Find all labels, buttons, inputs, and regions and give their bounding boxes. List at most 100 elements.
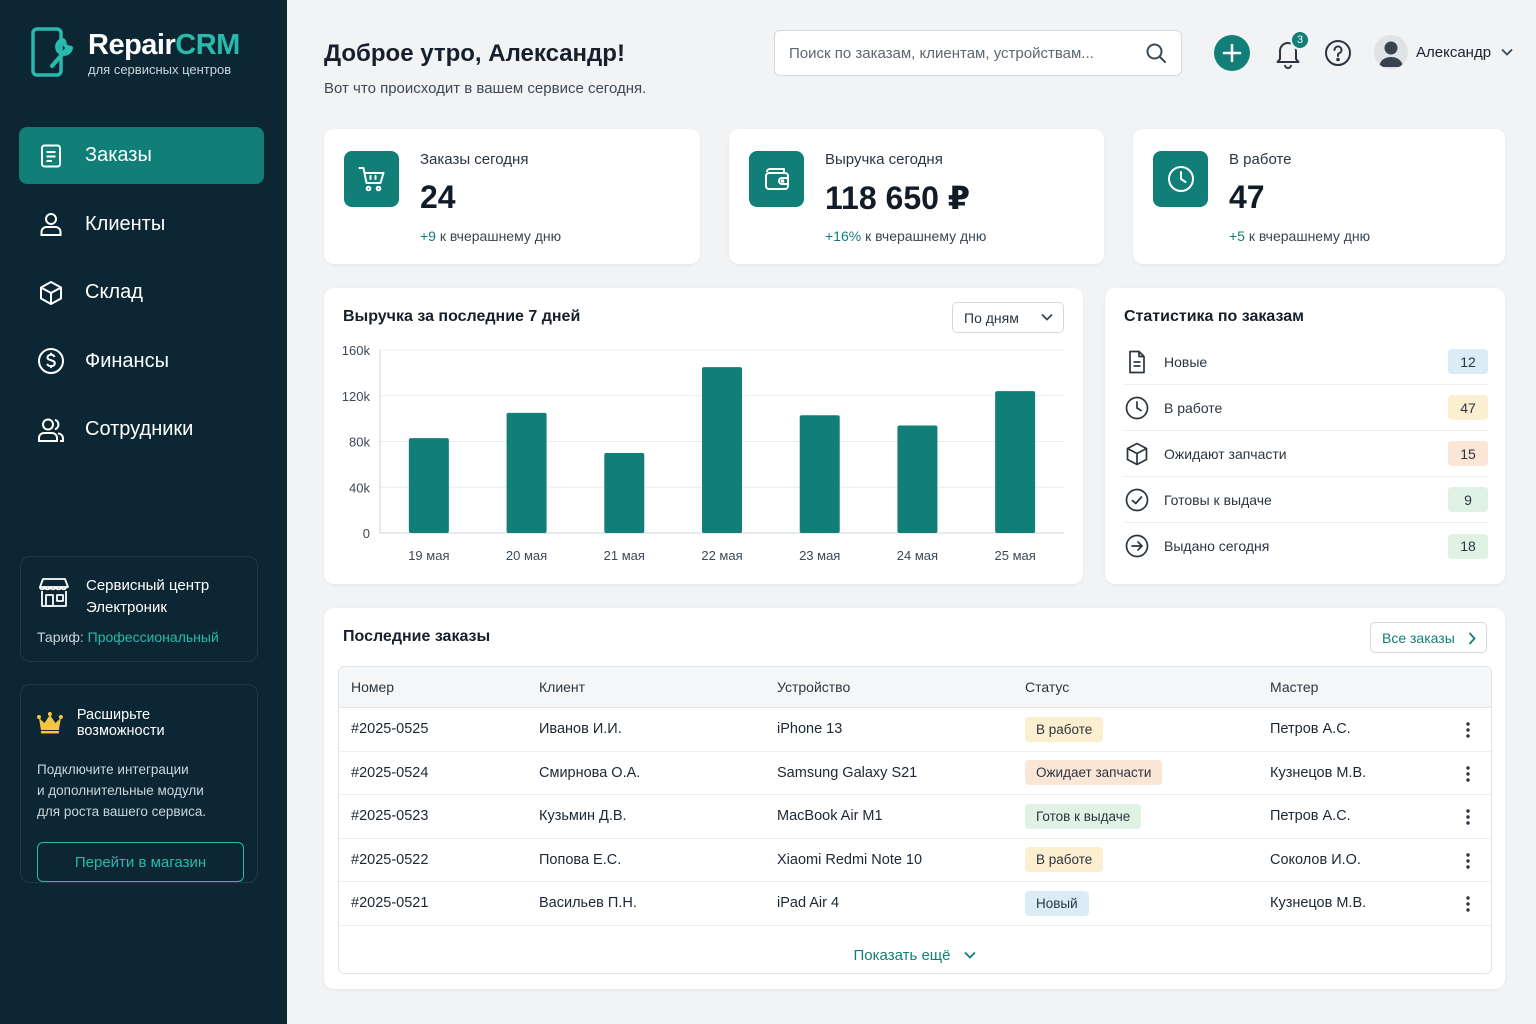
dollar-icon <box>37 347 65 375</box>
search-icon[interactable] <box>1145 42 1167 64</box>
order-number: #2025-0524 <box>351 764 429 781</box>
period-select[interactable]: По дням <box>952 302 1064 333</box>
y-tick-label: 120k <box>342 389 371 404</box>
clock-icon <box>1125 396 1149 419</box>
kpi-label: Выручка сегодня <box>825 151 943 168</box>
stat-count: 15 <box>1448 441 1488 466</box>
x-tick-label: 23 мая <box>799 548 840 563</box>
kpi-card-orders: Заказы сегодня 24 +9 к вчерашнему дню <box>324 129 700 264</box>
stat-row-new[interactable]: Новые 12 <box>1124 339 1488 385</box>
column-header[interactable]: Мастер <box>1270 679 1319 695</box>
order-master: Соколов И.О. <box>1270 851 1361 868</box>
kpi-value: 47 <box>1229 179 1265 215</box>
stat-row-in-progress[interactable]: В работе 47 <box>1124 385 1488 431</box>
table-row[interactable]: #2025-0525 Иванов И.И. iPhone 13 В работ… <box>339 708 1491 752</box>
brand-name: RepairCRM <box>88 28 240 61</box>
stat-row-ready[interactable]: Готовы к выдаче 9 <box>1124 477 1488 523</box>
table-row[interactable]: #2025-0522 Попова Е.С. Xiaomi Redmi Note… <box>339 839 1491 882</box>
page-subtitle: Вот что происходит в вашем сервисе сегод… <box>324 80 647 97</box>
clock-icon <box>1153 151 1208 207</box>
chart-title: Выручка за последние 7 дней <box>343 308 581 325</box>
column-header[interactable]: Номер <box>351 679 395 695</box>
column-header[interactable]: Клиент <box>539 679 586 695</box>
orders-table: Номер Клиент Устройство Статус Мастер #2… <box>338 666 1492 974</box>
bar <box>799 415 840 533</box>
user-menu[interactable]: Александр <box>1374 35 1513 69</box>
stat-label: В работе <box>1164 399 1223 416</box>
status-badge: Ожидает запчасти <box>1025 760 1163 786</box>
order-device: Xiaomi Redmi Note 10 <box>777 851 923 868</box>
more-vertical-icon[interactable] <box>1457 807 1479 827</box>
search-input[interactable] <box>789 44 1145 62</box>
stat-count: 9 <box>1448 487 1488 512</box>
revenue-bar-chart: 0 40k 80k 120k 160k 19 мая 20 мая 21 мая 22 мая 2… <box>342 343 1064 563</box>
more-vertical-icon[interactable] <box>1457 720 1479 740</box>
stat-count: 12 <box>1448 349 1488 374</box>
wallet-icon <box>749 151 804 207</box>
nav-item-staff[interactable]: Сотрудники <box>19 401 264 458</box>
logo[interactable]: RepairCRM для сервисных центров <box>30 26 240 80</box>
bar <box>995 391 1036 533</box>
users-icon <box>37 416 65 444</box>
chevron-down-icon <box>1501 48 1513 56</box>
sidebar: RepairCRM для сервисных центров Заказы К… <box>0 0 287 1024</box>
column-header[interactable]: Статус <box>1025 679 1070 695</box>
status-badge: Готов к выдаче <box>1025 803 1142 829</box>
stat-row-issued[interactable]: Выдано сегодня 18 <box>1124 523 1488 569</box>
order-device: iPad Air 4 <box>777 895 840 912</box>
go-to-store-button[interactable]: Перейти в магазин <box>37 842 244 882</box>
more-vertical-icon[interactable] <box>1457 764 1479 784</box>
nav-item-clients[interactable]: Клиенты <box>19 196 264 253</box>
kpi-card-revenue: Выручка сегодня 118 650 ₽ +16% к вчерашн… <box>729 129 1104 264</box>
table-row[interactable]: #2025-0521 Васильев П.Н. iPad Air 4 Новы… <box>339 882 1491 926</box>
nav-label: Заказы <box>85 144 152 166</box>
bar <box>604 452 645 533</box>
help-icon[interactable] <box>1324 39 1352 67</box>
table-row[interactable]: #2025-0523 Кузьмин Д.В. MacBook Air M1 Г… <box>339 795 1491 839</box>
table-row[interactable]: #2025-0524 Смирнова О.А. Samsung Galaxy … <box>339 752 1491 795</box>
orders-icon <box>37 142 65 170</box>
arrow-circle-icon <box>1125 534 1149 558</box>
chevron-right-icon <box>1468 632 1476 645</box>
stat-label: Готовы к выдаче <box>1164 491 1272 508</box>
stat-row-waiting-parts[interactable]: Ожидают запчасти 15 <box>1124 431 1488 477</box>
stats-title: Статистика по заказам <box>1124 308 1304 325</box>
promo-title: Расширьте возможности <box>76 707 165 739</box>
nav-item-orders[interactable]: Заказы <box>19 127 264 184</box>
order-master: Петров А.С. <box>1270 808 1351 825</box>
recent-orders-card: Последние заказы Все заказы Номер Клиент… <box>324 608 1505 989</box>
order-client: Иванов И.И. <box>539 721 622 738</box>
table-header: Номер Клиент Устройство Статус Мастер <box>339 667 1491 708</box>
nav-item-warehouse[interactable]: Склад <box>19 264 264 321</box>
status-badge: В работе <box>1025 847 1104 873</box>
order-client: Смирнова О.А. <box>539 764 641 781</box>
all-orders-button[interactable]: Все заказы <box>1370 622 1487 653</box>
repair-logo-icon <box>31 27 73 77</box>
nav-item-finance[interactable]: Финансы <box>19 333 264 390</box>
kpi-delta: +9 к вчерашнему дню <box>420 228 562 244</box>
order-client: Попова Е.С. <box>539 851 622 868</box>
organization-name: Сервисный центр Электроник <box>86 577 210 616</box>
kpi-delta: +16% к вчерашнему дню <box>825 228 987 244</box>
bar <box>408 438 449 533</box>
y-tick-label: 160k <box>342 343 371 358</box>
order-master: Петров А.С. <box>1270 721 1351 738</box>
status-badge: В работе <box>1025 716 1104 742</box>
orders-title: Последние заказы <box>343 628 491 645</box>
column-header[interactable]: Устройство <box>777 679 851 695</box>
add-button[interactable] <box>1214 35 1250 71</box>
box-icon <box>37 279 65 307</box>
bar <box>897 425 938 533</box>
more-vertical-icon[interactable] <box>1457 851 1479 871</box>
chevron-down-icon <box>1041 313 1053 321</box>
kpi-value: 24 <box>420 179 456 215</box>
status-badge: Новый <box>1025 890 1089 916</box>
promo-text: Подключите интеграции и дополнительные м… <box>37 762 207 819</box>
bar <box>702 367 742 533</box>
organization-card[interactable]: Сервисный центр Электроник Тариф: Профес… <box>20 556 258 662</box>
chevron-down-icon <box>964 951 977 959</box>
user-avatar-icon <box>1379 41 1403 67</box>
more-vertical-icon[interactable] <box>1457 894 1479 914</box>
show-more-button[interactable]: Показать ещё <box>339 937 1491 973</box>
cart-icon <box>344 151 399 207</box>
